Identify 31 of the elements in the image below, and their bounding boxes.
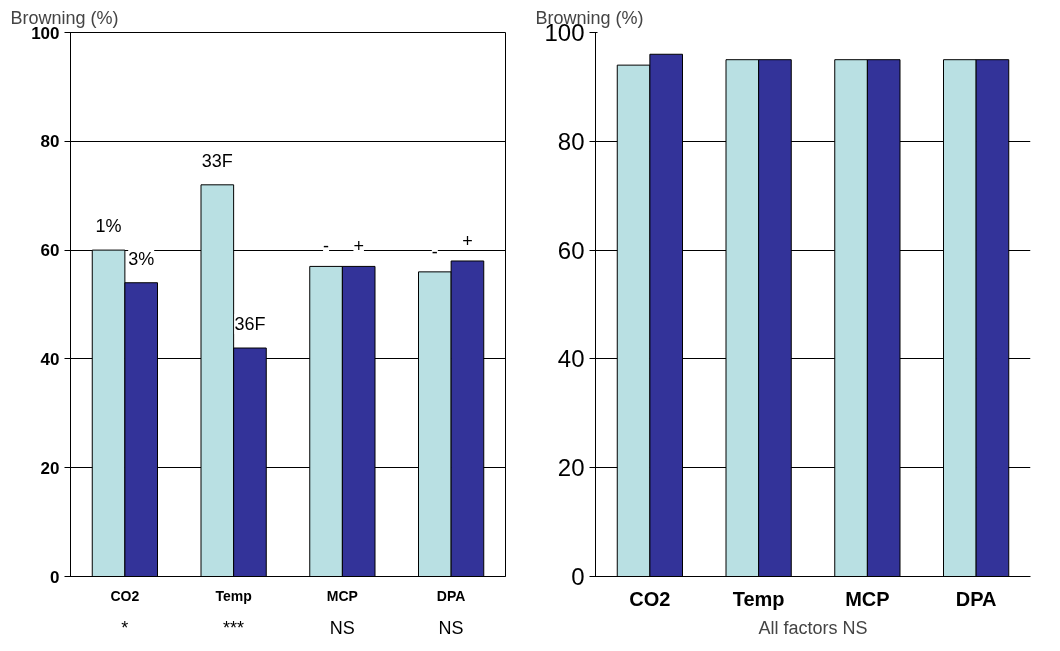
annotation: 33F — [201, 150, 233, 171]
x-axis-title: All factors NS — [758, 617, 868, 638]
annotation: - — [431, 241, 438, 262]
x-tick-label: Temp — [215, 587, 252, 604]
x-tick-label: MCP — [326, 587, 358, 604]
y-tick-label: 40 — [40, 349, 60, 369]
x-tick-label: DPA — [436, 587, 466, 604]
annotation: - — [323, 236, 330, 257]
annotation: 1% — [95, 216, 122, 237]
y-tick-label: 80 — [557, 127, 585, 155]
text: NS — [329, 617, 355, 638]
x-tick-label: MCP — [845, 587, 890, 610]
y-tick-label: 0 — [50, 567, 60, 587]
y-tick-label: 20 — [557, 454, 585, 482]
x-tick-label: CO2 — [110, 587, 140, 604]
y-tick-label: 0 — [571, 563, 585, 590]
x-tick-label: CO2 — [629, 587, 671, 610]
y-tick-label: 40 — [557, 345, 585, 373]
x-tick-label: Temp — [732, 587, 785, 610]
annotation: + — [462, 230, 473, 251]
y-tick-label: 60 — [557, 236, 585, 264]
annotation: 3% — [128, 248, 155, 269]
y-tick-label: 20 — [40, 458, 60, 478]
text: * — [121, 617, 129, 638]
annotation: + — [353, 236, 364, 257]
annotation: 36F — [234, 314, 266, 335]
text: *** — [223, 617, 245, 638]
text: NS — [438, 617, 464, 638]
x-tick-label: DPA — [955, 587, 997, 610]
y-tick-label: 60 — [40, 241, 60, 261]
y-tick-label: 80 — [40, 132, 60, 152]
